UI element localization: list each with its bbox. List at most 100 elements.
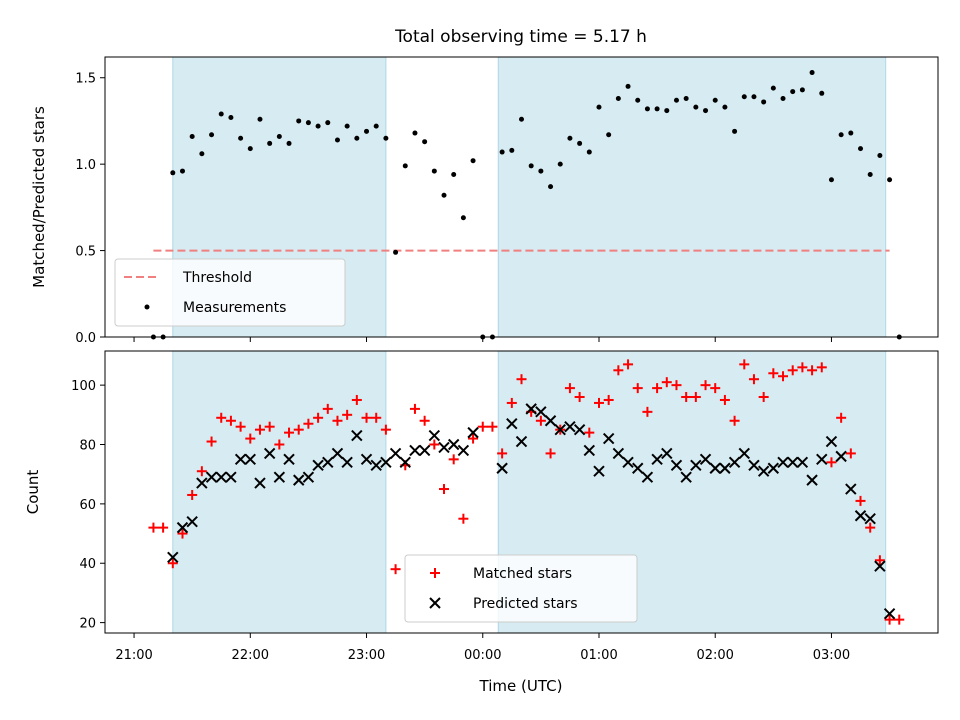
bottom-y-tick-label: 20	[79, 617, 96, 632]
matched-star-point	[816, 362, 827, 373]
matched-star-point	[254, 424, 265, 435]
matched-star-point	[739, 359, 750, 370]
matched-star-point	[564, 383, 575, 394]
matched-star-point	[807, 365, 818, 376]
matched-star-points	[148, 359, 905, 625]
predicted-star-point	[709, 462, 721, 474]
measurement-point	[296, 118, 302, 124]
predicted-star-points	[167, 403, 896, 620]
predicted-star-point	[176, 521, 189, 534]
measurement-point	[887, 177, 893, 183]
measurement-point	[557, 161, 563, 167]
measurement-point	[228, 114, 234, 120]
measurement-points	[150, 70, 902, 340]
bottom-x-tick-label: 23:00	[348, 648, 385, 663]
predicted-star-point	[651, 453, 663, 466]
predicted-star-point	[225, 471, 237, 483]
measurement-point	[838, 132, 844, 138]
legend-predicted-swatch	[429, 597, 441, 609]
bottom-y-tick-label: 60	[79, 498, 96, 513]
matched-star-point	[719, 394, 730, 405]
predicted-star-point	[263, 447, 276, 460]
measurement-point	[247, 146, 253, 152]
measurement-point	[412, 130, 418, 136]
top-y-ticks: 0.0 0.5 1.0 1.5	[75, 72, 105, 346]
matched-star-point	[642, 406, 653, 417]
measurement-point	[683, 95, 689, 101]
top-x-ticks	[133, 337, 832, 342]
measurement-point	[828, 177, 834, 183]
top-y-axis-label: Matched/Predicted stars	[30, 106, 48, 288]
measurement-point	[199, 151, 205, 157]
bottom-y-axis-label: Count	[24, 470, 42, 515]
measurement-point	[761, 99, 767, 105]
matched-star-point	[439, 484, 450, 495]
matched-star-point	[632, 383, 643, 394]
matched-star-point	[274, 439, 285, 450]
predicted-star-point	[767, 462, 780, 474]
predicted-star-point	[234, 453, 247, 466]
matched-star-point	[748, 374, 759, 385]
legend-measurements-label: Measurements	[183, 300, 286, 316]
matched-star-point	[497, 448, 508, 459]
top-legend-box	[114, 258, 346, 327]
predicted-star-point	[757, 465, 770, 477]
predicted-star-point	[583, 444, 596, 457]
legend-matched-label: Matched stars	[473, 566, 572, 582]
bottom-legend: Matched stars Predicted stars	[404, 554, 638, 623]
predicted-star-point	[719, 462, 731, 474]
predicted-star-point	[312, 459, 324, 471]
predicted-star-point	[205, 471, 218, 483]
matched-star-point	[700, 380, 711, 391]
measurement-point	[722, 104, 728, 110]
legend-matched-swatch	[430, 568, 440, 578]
shaded-interval	[497, 56, 887, 338]
predicted-star-point	[215, 471, 227, 483]
predicted-star-point	[787, 456, 799, 469]
measurement-point	[819, 90, 825, 96]
measurement-point	[858, 146, 864, 152]
matched-star-point	[671, 380, 682, 391]
predicted-star-point	[418, 444, 431, 457]
measurement-point	[664, 108, 670, 114]
matched-star-point	[351, 394, 362, 405]
matched-star-point	[506, 397, 517, 408]
matched-star-point	[778, 371, 789, 382]
measurement-point	[354, 135, 360, 141]
measurement-point	[257, 116, 263, 122]
bottom-axes-frame	[104, 350, 939, 634]
matched-star-point	[264, 421, 275, 432]
measurement-point	[877, 153, 883, 159]
measurement-point	[586, 149, 592, 155]
predicted-star-point	[331, 447, 344, 460]
bottom-x-ticks: 21:00 22:00 23:00 00:00 01:00 02:00 03:00	[115, 633, 850, 663]
matched-star-point	[623, 359, 634, 370]
bottom-x-tick-label: 00:00	[464, 648, 501, 663]
matched-star-point	[574, 392, 585, 403]
matched-star-point	[196, 466, 207, 477]
predicted-star-point	[244, 453, 256, 466]
matched-star-point	[729, 415, 740, 426]
measurement-point	[606, 132, 612, 138]
legend-predicted-label: Predicted stars	[473, 596, 578, 612]
measurement-point	[741, 94, 747, 100]
matched-star-point	[584, 427, 595, 438]
measurement-point	[276, 134, 282, 140]
chart-title: Total observing time = 5.17 h	[394, 27, 647, 47]
matched-star-point	[322, 403, 333, 414]
measurement-point	[519, 116, 524, 122]
predicted-star-point	[293, 474, 305, 486]
measurement-point	[451, 172, 457, 178]
matched-star-point	[216, 412, 227, 423]
matched-star-point	[148, 522, 159, 533]
measurement-point	[315, 123, 321, 129]
top-y-tick-label: 0.5	[75, 245, 96, 260]
matched-star-point	[894, 614, 905, 625]
measurement-point	[654, 106, 660, 112]
measurement-point	[470, 158, 476, 164]
measurement-point	[712, 97, 718, 103]
predicted-star-point	[883, 607, 896, 620]
predicted-star-point	[254, 477, 266, 489]
predicted-star-point	[816, 453, 828, 466]
